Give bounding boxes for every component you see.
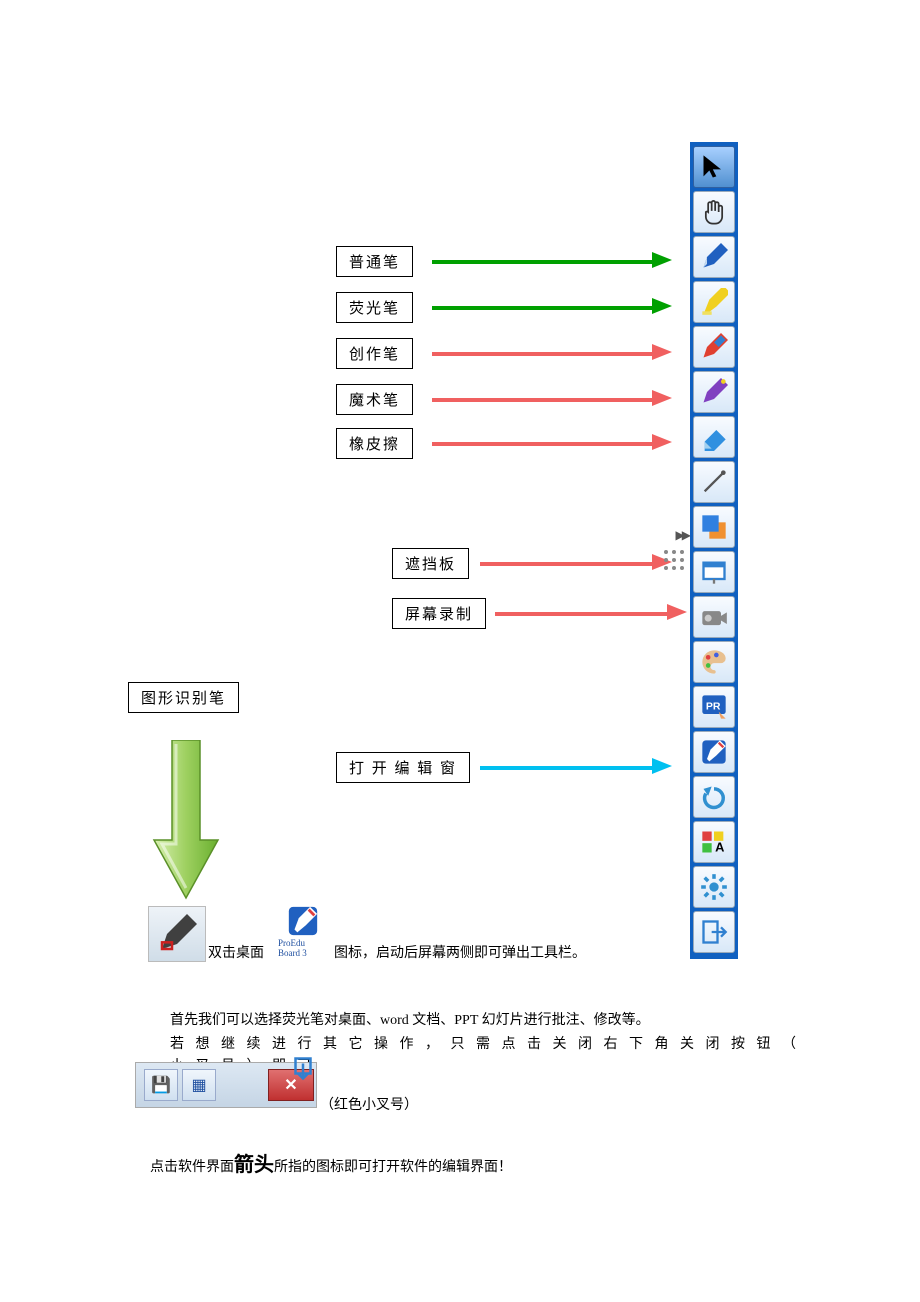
label-normal-pen: 普通笔: [336, 246, 413, 277]
arrow-magic-pen: [432, 398, 652, 402]
pen-thumbnail: [148, 906, 206, 962]
svg-text:A: A: [715, 839, 724, 854]
camera-tool[interactable]: [693, 596, 735, 638]
highlighter-tool[interactable]: [693, 281, 735, 323]
creative-pen-tool[interactable]: [693, 326, 735, 368]
app-label: ProEdu Board 3: [278, 938, 328, 958]
pr-tool[interactable]: PR: [693, 686, 735, 728]
shield-tool[interactable]: [693, 551, 735, 593]
label-open-editor: 打 开 编 辑 窗: [336, 752, 470, 783]
magic-pen-tool[interactable]: [693, 371, 735, 413]
eraser-tool[interactable]: [693, 416, 735, 458]
arrow-eraser: [432, 442, 652, 446]
paragraph-1: 首先我们可以选择荧光笔对桌面、word 文档、PPT 幻灯片进行批注、修改等。: [170, 1010, 750, 1032]
text-after-thumb: 图标，启动后屏幕两侧即可弹出工具栏。: [334, 942, 586, 962]
label-shield: 遮挡板: [392, 548, 469, 579]
settings-tool[interactable]: [693, 866, 735, 908]
shape-tool[interactable]: [693, 506, 735, 548]
label-magic-pen: 魔术笔: [336, 384, 413, 415]
label-screen-record: 屏幕录制: [392, 598, 486, 629]
grip-icon[interactable]: [660, 546, 688, 574]
color-text-tool[interactable]: A: [693, 821, 735, 863]
undo-tool[interactable]: [693, 776, 735, 818]
hand-tool[interactable]: [693, 191, 735, 233]
edit-window-tool[interactable]: [693, 731, 735, 773]
arrow-head-creative-pen: [652, 344, 672, 360]
arrow-record: [495, 612, 667, 616]
red-x-note: （红色小叉号）: [320, 1094, 418, 1114]
arrow-head-eraser: [652, 434, 672, 450]
arrow-open-editor: [480, 766, 652, 770]
exit-tool[interactable]: [693, 911, 735, 953]
para3-a: 点击软件界面: [150, 1160, 234, 1175]
label-shape-pen: 图形识别笔: [128, 682, 239, 713]
save-icon: 💾: [144, 1069, 178, 1101]
big-arrow-icon: [152, 740, 220, 900]
expand-arrows-icon[interactable]: ▶▶: [676, 528, 688, 543]
arrow-shield: [480, 562, 652, 566]
label-creative-pen: 创作笔: [336, 338, 413, 369]
arrow-head-magic-pen: [652, 390, 672, 406]
text-before-thumb: 双击桌面: [208, 942, 264, 962]
label-highlighter: 荧光笔: [336, 292, 413, 323]
app-thumbnail: ProEdu Board 3: [278, 904, 328, 958]
para3-bold: 箭头: [234, 1154, 274, 1176]
arrow-creative-pen: [432, 352, 652, 356]
arrow-head-highlighter: [652, 298, 672, 314]
svg-text:PR: PR: [706, 700, 721, 712]
paragraph-3: 点击软件界面箭头所指的图标即可打开软件的编辑界面！: [150, 1148, 512, 1177]
line-tool[interactable]: [693, 461, 735, 503]
arrow-head-open-editor: [652, 758, 672, 774]
grid-icon: ▦: [182, 1069, 216, 1101]
pen-tool[interactable]: [693, 236, 735, 278]
arrow-head-record: [667, 604, 687, 620]
para3-b: 所指的图标即可打开软件的编辑界面！: [274, 1160, 512, 1175]
toolbar: PR A: [690, 142, 738, 959]
label-eraser: 橡皮擦: [336, 428, 413, 459]
palette-tool[interactable]: [693, 641, 735, 683]
arrow-highlighter: [432, 306, 652, 310]
close-thumbnail: 💾 ▦ ✕: [135, 1062, 317, 1108]
arrow-normal-pen: [432, 260, 652, 264]
pointer-tool[interactable]: [693, 146, 735, 188]
arrow-head-normal-pen: [652, 252, 672, 268]
